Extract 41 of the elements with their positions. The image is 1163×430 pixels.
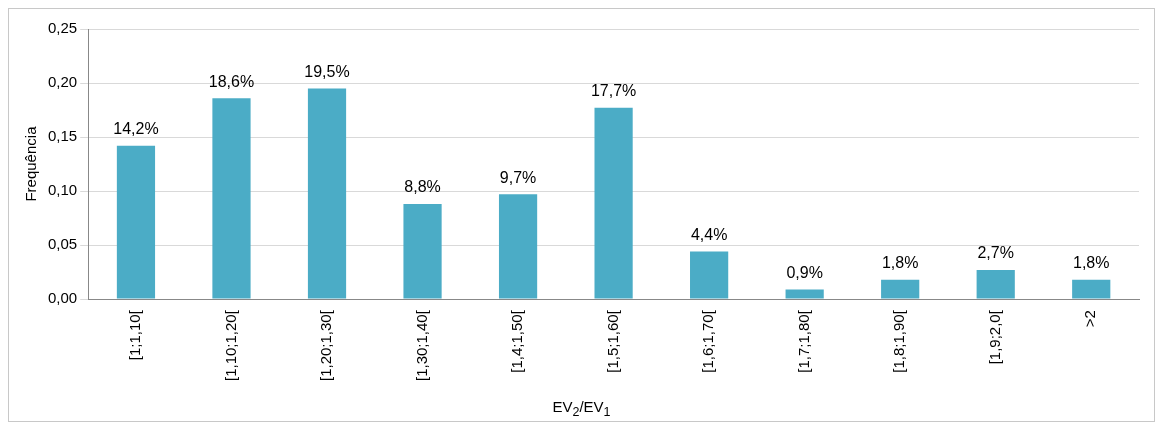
x-tick-label: [1,7;1,80[ <box>794 309 812 373</box>
bar <box>594 107 633 299</box>
bar <box>212 98 251 299</box>
y-tick-label: 0,15 <box>47 127 78 145</box>
bar <box>785 289 824 299</box>
x-tick-label: [1,8;1,90[ <box>890 309 908 373</box>
data-label: 2,7% <box>977 244 1014 262</box>
y-tick-label: 0,10 <box>47 181 78 199</box>
x-tick-label: [1,5;1,60[ <box>603 309 621 373</box>
y-tick-label: 0,05 <box>47 235 78 253</box>
bar <box>690 251 729 299</box>
x-tick-label: [1,30;1,40[ <box>412 309 430 382</box>
data-label: 17,7% <box>590 82 637 100</box>
x-axis-title: EV$_{2}$/EV$_{1}$ <box>551 398 612 421</box>
data-label: 0,9% <box>786 263 823 281</box>
x-tick-label: [1,9;2,0[ <box>985 309 1003 365</box>
data-label: 9,7% <box>499 168 537 186</box>
data-label: 14,2% <box>113 120 159 138</box>
x-tick-label: [1,20;1,30[ <box>317 309 335 382</box>
data-label: 8,8% <box>404 178 441 196</box>
bar <box>403 204 442 299</box>
bar <box>881 279 920 299</box>
bar <box>1072 279 1111 299</box>
x-tick-label: [1;1,10[ <box>126 309 144 361</box>
y-tick-label: 0,00 <box>47 289 78 307</box>
data-label: 18,6% <box>208 72 255 90</box>
data-label: 19,5% <box>304 62 350 80</box>
bar <box>498 194 538 299</box>
data-label: 4,4% <box>690 225 728 243</box>
x-tick-label: [1,10;1,20[ <box>221 309 239 382</box>
y-axis-title: Frequência <box>22 125 40 202</box>
x-tick-label: [1,6;1,70[ <box>699 309 717 373</box>
y-tick-label: 0,20 <box>47 73 78 91</box>
x-tick-label: [1,4;1,50[ <box>508 309 526 373</box>
data-label: 1,8% <box>881 254 919 272</box>
y-tick-label: 0,25 <box>47 19 78 37</box>
x-tick-label: >2 <box>1081 310 1099 328</box>
bar <box>116 145 156 299</box>
bar <box>976 269 1015 299</box>
bar <box>307 88 347 299</box>
data-label: 1,8% <box>1073 254 1110 272</box>
